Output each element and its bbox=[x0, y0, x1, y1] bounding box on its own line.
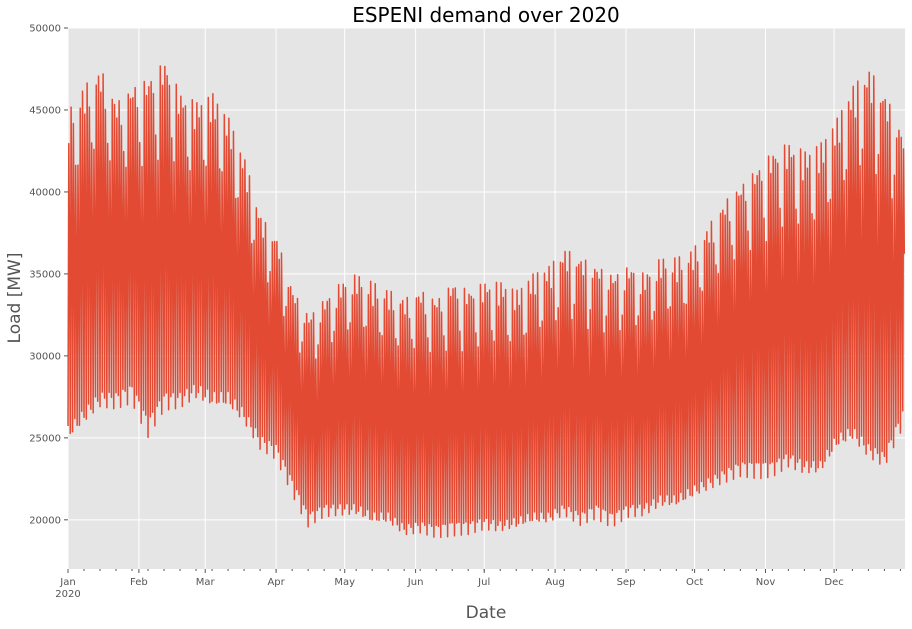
x-tick-label: Aug bbox=[545, 577, 565, 588]
y-axis-ticks: 20000 25000 30000 35000 40000 45000 50000 bbox=[29, 24, 68, 526]
x-tick-label: Jun bbox=[407, 577, 424, 588]
x-tick-label: Apr bbox=[267, 577, 285, 588]
x-tick-label: May bbox=[334, 577, 355, 588]
x-tick-sublabel: 2020 bbox=[55, 589, 80, 600]
y-tick-label: 30000 bbox=[29, 351, 61, 362]
x-tick-label: Feb bbox=[130, 577, 148, 588]
series-line bbox=[67, 65, 906, 539]
y-axis-label: Load [MW] bbox=[5, 253, 25, 344]
y-tick-label: 25000 bbox=[29, 433, 61, 444]
x-tick-label: Nov bbox=[756, 577, 776, 588]
x-axis-label: Date bbox=[466, 603, 507, 623]
x-tick-label: Dec bbox=[824, 577, 843, 588]
x-tick-label: Mar bbox=[196, 577, 216, 588]
x-tick-label: Oct bbox=[686, 577, 703, 588]
y-tick-label: 40000 bbox=[29, 187, 61, 198]
x-tick-label: Jan bbox=[59, 577, 75, 588]
y-tick-label: 35000 bbox=[29, 269, 61, 280]
series-layer bbox=[67, 65, 906, 539]
x-tick-label: Jul bbox=[477, 577, 490, 588]
y-tick-label: 50000 bbox=[29, 24, 61, 35]
chart-title: ESPENI demand over 2020 bbox=[352, 3, 620, 27]
x-tick-label: Sep bbox=[617, 577, 636, 588]
y-tick-label: 45000 bbox=[29, 105, 61, 116]
y-tick-label: 20000 bbox=[29, 515, 61, 526]
